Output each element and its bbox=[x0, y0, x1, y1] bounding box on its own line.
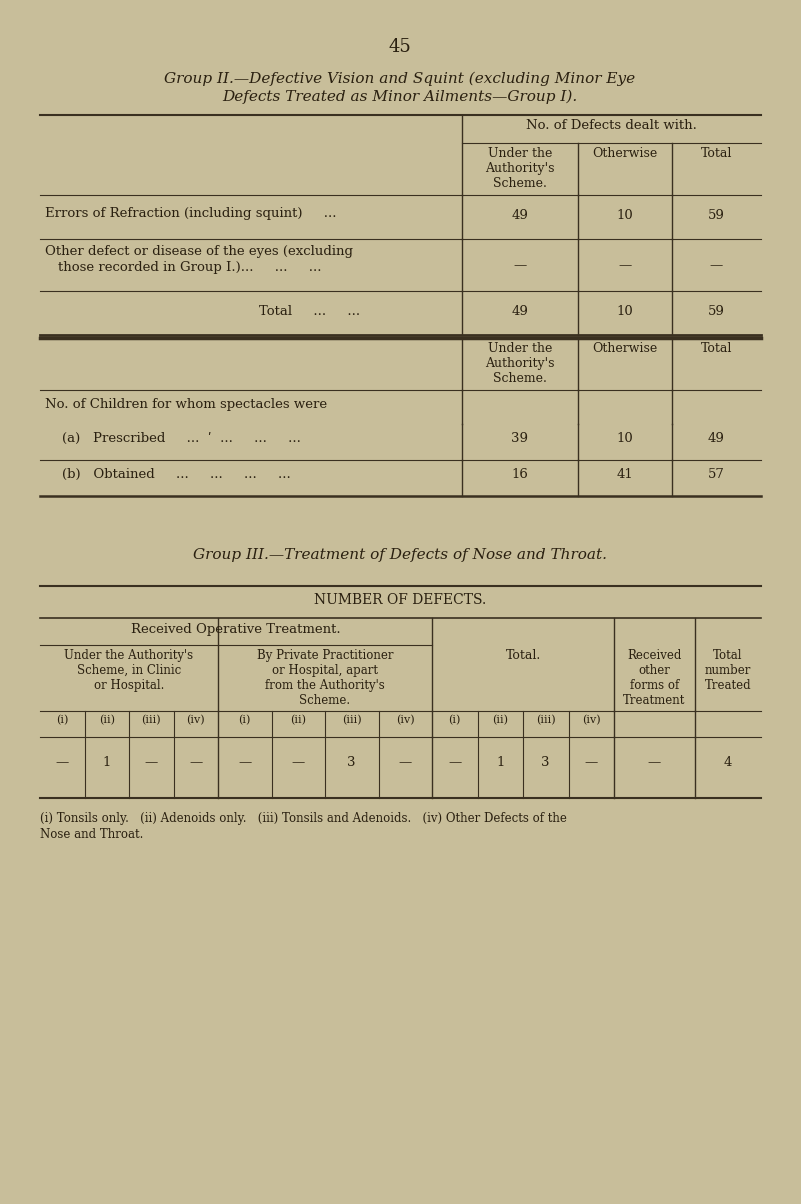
Text: 1: 1 bbox=[103, 756, 111, 769]
Text: —: — bbox=[710, 259, 723, 272]
Text: No. of Children for whom spectacles were: No. of Children for whom spectacles were bbox=[45, 399, 327, 411]
Text: —: — bbox=[238, 756, 252, 769]
Text: (i) Tonsils only.   (ii) Adenoids only.   (iii) Tonsils and Adenoids.   (iv) Oth: (i) Tonsils only. (ii) Adenoids only. (i… bbox=[40, 811, 567, 825]
Text: 10: 10 bbox=[617, 432, 634, 445]
Text: 45: 45 bbox=[388, 39, 412, 57]
Text: —: — bbox=[145, 756, 158, 769]
Text: 49: 49 bbox=[512, 305, 529, 318]
Text: (i): (i) bbox=[449, 715, 461, 725]
Text: 4: 4 bbox=[724, 756, 732, 769]
Text: Total
number
Treated: Total number Treated bbox=[705, 649, 751, 692]
Text: Defects Treated as Minor Ailments—Group I).: Defects Treated as Minor Ailments—Group … bbox=[223, 90, 578, 105]
Text: Total: Total bbox=[701, 342, 732, 355]
Text: Total     ...     ...: Total ... ... bbox=[260, 305, 360, 318]
Text: Group III.—Treatment of Defects of Nose and Throat.: Group III.—Treatment of Defects of Nose … bbox=[193, 548, 607, 562]
Text: 49: 49 bbox=[708, 432, 725, 445]
Text: —: — bbox=[448, 756, 461, 769]
Text: —: — bbox=[55, 756, 69, 769]
Text: No. of Defects dealt with.: No. of Defects dealt with. bbox=[526, 119, 697, 132]
Text: Total.: Total. bbox=[505, 649, 541, 662]
Text: 41: 41 bbox=[617, 468, 634, 482]
Text: (iii): (iii) bbox=[342, 715, 361, 725]
Text: (iv): (iv) bbox=[582, 715, 601, 725]
Text: 3: 3 bbox=[348, 756, 356, 769]
Text: 10: 10 bbox=[617, 209, 634, 222]
Text: Received
other
forms of
Treatment: Received other forms of Treatment bbox=[623, 649, 686, 707]
Text: Otherwise: Otherwise bbox=[593, 147, 658, 160]
Text: (b)   Obtained     ...     ...     ...     ...: (b) Obtained ... ... ... ... bbox=[45, 468, 291, 482]
Text: NUMBER OF DEFECTS.: NUMBER OF DEFECTS. bbox=[314, 594, 486, 607]
Text: Received Operative Treatment.: Received Operative Treatment. bbox=[131, 622, 340, 636]
Text: (a)   Prescribed     ...  ʹ  ...     ...     ...: (a) Prescribed ... ʹ ... ... ... bbox=[45, 432, 301, 445]
Text: 59: 59 bbox=[708, 305, 725, 318]
Text: (ii): (ii) bbox=[99, 715, 115, 725]
Text: By Private Practitioner
or Hospital, apart
from the Authority's
Scheme.: By Private Practitioner or Hospital, apa… bbox=[257, 649, 393, 707]
Text: 16: 16 bbox=[512, 468, 529, 482]
Text: —: — bbox=[585, 756, 598, 769]
Text: Under the Authority's
Scheme, in Clinic
or Hospital.: Under the Authority's Scheme, in Clinic … bbox=[64, 649, 194, 692]
Text: —: — bbox=[292, 756, 305, 769]
Text: (iii): (iii) bbox=[142, 715, 161, 725]
Text: —: — bbox=[399, 756, 412, 769]
Text: —: — bbox=[513, 259, 526, 272]
Text: 3: 3 bbox=[541, 756, 550, 769]
Text: (ii): (ii) bbox=[290, 715, 306, 725]
Text: Nose and Throat.: Nose and Throat. bbox=[40, 828, 143, 842]
Text: (i): (i) bbox=[239, 715, 251, 725]
Text: 49: 49 bbox=[512, 209, 529, 222]
Text: those recorded in Group I.)...     ...     ...: those recorded in Group I.)... ... ... bbox=[58, 261, 321, 275]
Text: Under the
Authority's
Scheme.: Under the Authority's Scheme. bbox=[485, 147, 555, 190]
Text: Total: Total bbox=[701, 147, 732, 160]
Text: —: — bbox=[648, 756, 661, 769]
Text: (ii): (ii) bbox=[493, 715, 509, 725]
Text: (iii): (iii) bbox=[536, 715, 556, 725]
Text: —: — bbox=[618, 259, 632, 272]
Text: —: — bbox=[189, 756, 203, 769]
Text: (i): (i) bbox=[56, 715, 68, 725]
Text: (iv): (iv) bbox=[396, 715, 415, 725]
Text: Otherwise: Otherwise bbox=[593, 342, 658, 355]
Text: 10: 10 bbox=[617, 305, 634, 318]
Text: 39: 39 bbox=[512, 432, 529, 445]
Text: 1: 1 bbox=[496, 756, 505, 769]
Text: (iv): (iv) bbox=[187, 715, 205, 725]
Text: 57: 57 bbox=[708, 468, 725, 482]
Text: Under the
Authority's
Scheme.: Under the Authority's Scheme. bbox=[485, 342, 555, 385]
Text: Group II.—Defective Vision and Squint (excluding Minor Eye: Group II.—Defective Vision and Squint (e… bbox=[164, 72, 635, 87]
Text: Other defect or disease of the eyes (excluding: Other defect or disease of the eyes (exc… bbox=[45, 244, 353, 258]
Text: Errors of Refraction (including squint)     ...: Errors of Refraction (including squint) … bbox=[45, 207, 336, 220]
Text: 59: 59 bbox=[708, 209, 725, 222]
